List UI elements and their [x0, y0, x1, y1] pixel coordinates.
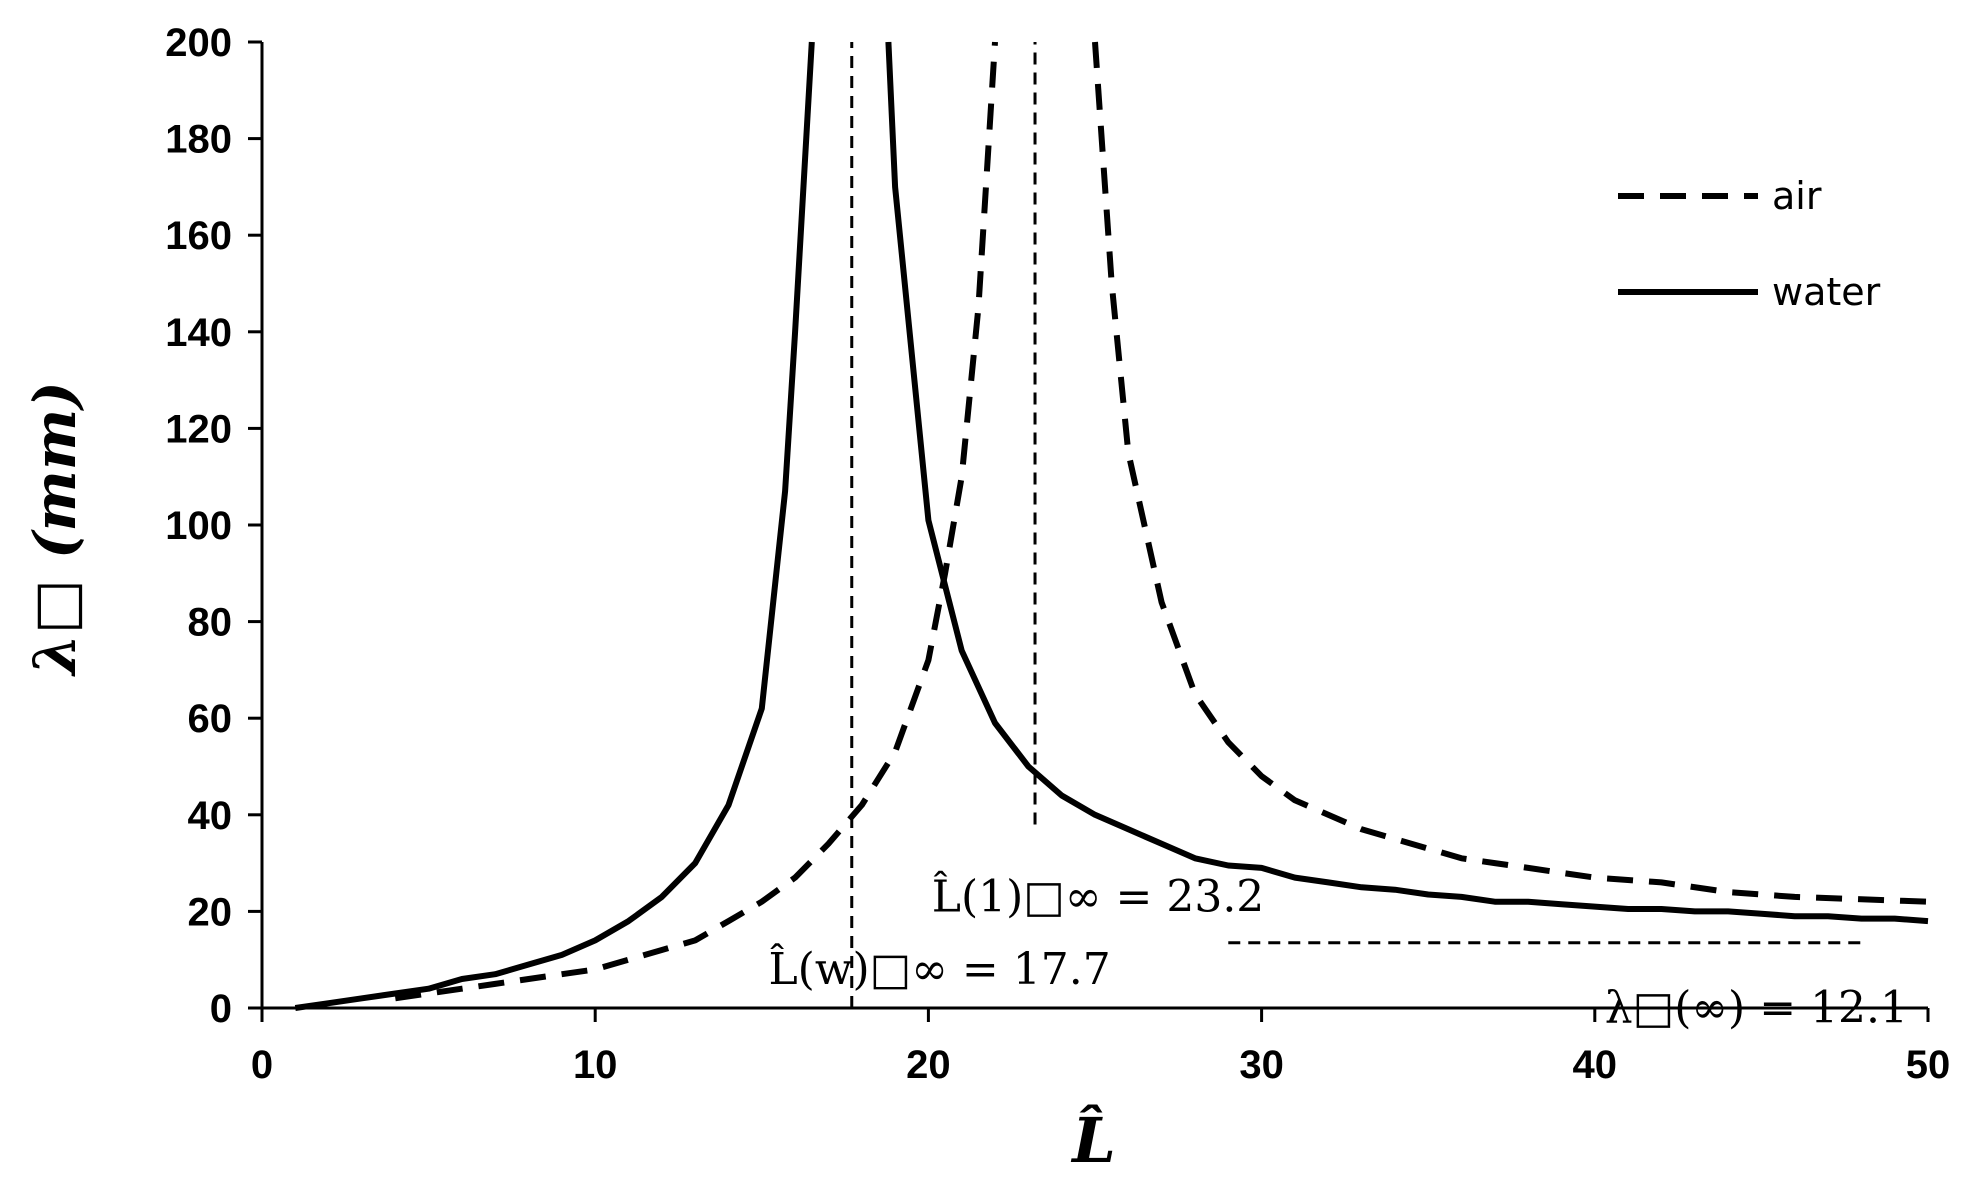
y-tick-label: 0	[210, 987, 232, 1031]
series-line-air-1	[394, 41, 998, 1002]
series-line-water-2	[885, 41, 1929, 925]
x-tick-label: 20	[906, 1043, 951, 1087]
y-tick-label: 200	[165, 21, 232, 65]
axes	[260, 42, 1928, 1010]
series-line-water-1	[294, 41, 815, 1011]
reference-lines	[850, 42, 1862, 1008]
x-tick-label: 10	[573, 1043, 618, 1087]
legend: air water	[1618, 174, 1881, 314]
x-tick-label: 30	[1239, 1043, 1284, 1087]
legend-label-water: water	[1772, 270, 1881, 314]
annotation-2: L̂(1)□∞ = 23.2	[932, 869, 1265, 922]
annotation-1: L̂(w)□∞ = 17.7	[768, 942, 1110, 995]
y-tick-label: 20	[188, 890, 233, 934]
x-tick-label: 50	[1906, 1043, 1951, 1087]
y-axis-label: λ□ (mm)	[21, 381, 89, 677]
annotations: L̂(w)□∞ = 17.7 L̂(1)□∞ = 23.2 λ□(∞) = 12.1	[768, 869, 1908, 1033]
y-tick-label: 160	[165, 214, 232, 258]
y-tick-label: 60	[188, 697, 233, 741]
y-tick-label: 100	[165, 504, 232, 548]
x-tick-label: 40	[1573, 1043, 1618, 1087]
y-tick-label: 120	[165, 407, 232, 451]
y-tick-label: 140	[165, 311, 232, 355]
series-line-air-2	[1092, 41, 1929, 905]
legend-label-air: air	[1772, 174, 1822, 218]
x-axis-label: L̂	[1070, 1104, 1116, 1177]
annotation-3: λ□(∞) = 12.1	[1605, 982, 1908, 1033]
x-tick-labels: 0 10 20 30 40 50	[251, 1008, 1950, 1087]
series-layer	[294, 41, 1929, 1011]
y-tick-label: 80	[188, 601, 233, 645]
x-tick-label: 0	[251, 1043, 273, 1087]
y-tick-label: 40	[188, 794, 233, 838]
y-tick-label: 180	[165, 118, 232, 162]
y-tick-labels: 0 20 40 60 80 100 120 140 160 180 200	[165, 21, 262, 1031]
